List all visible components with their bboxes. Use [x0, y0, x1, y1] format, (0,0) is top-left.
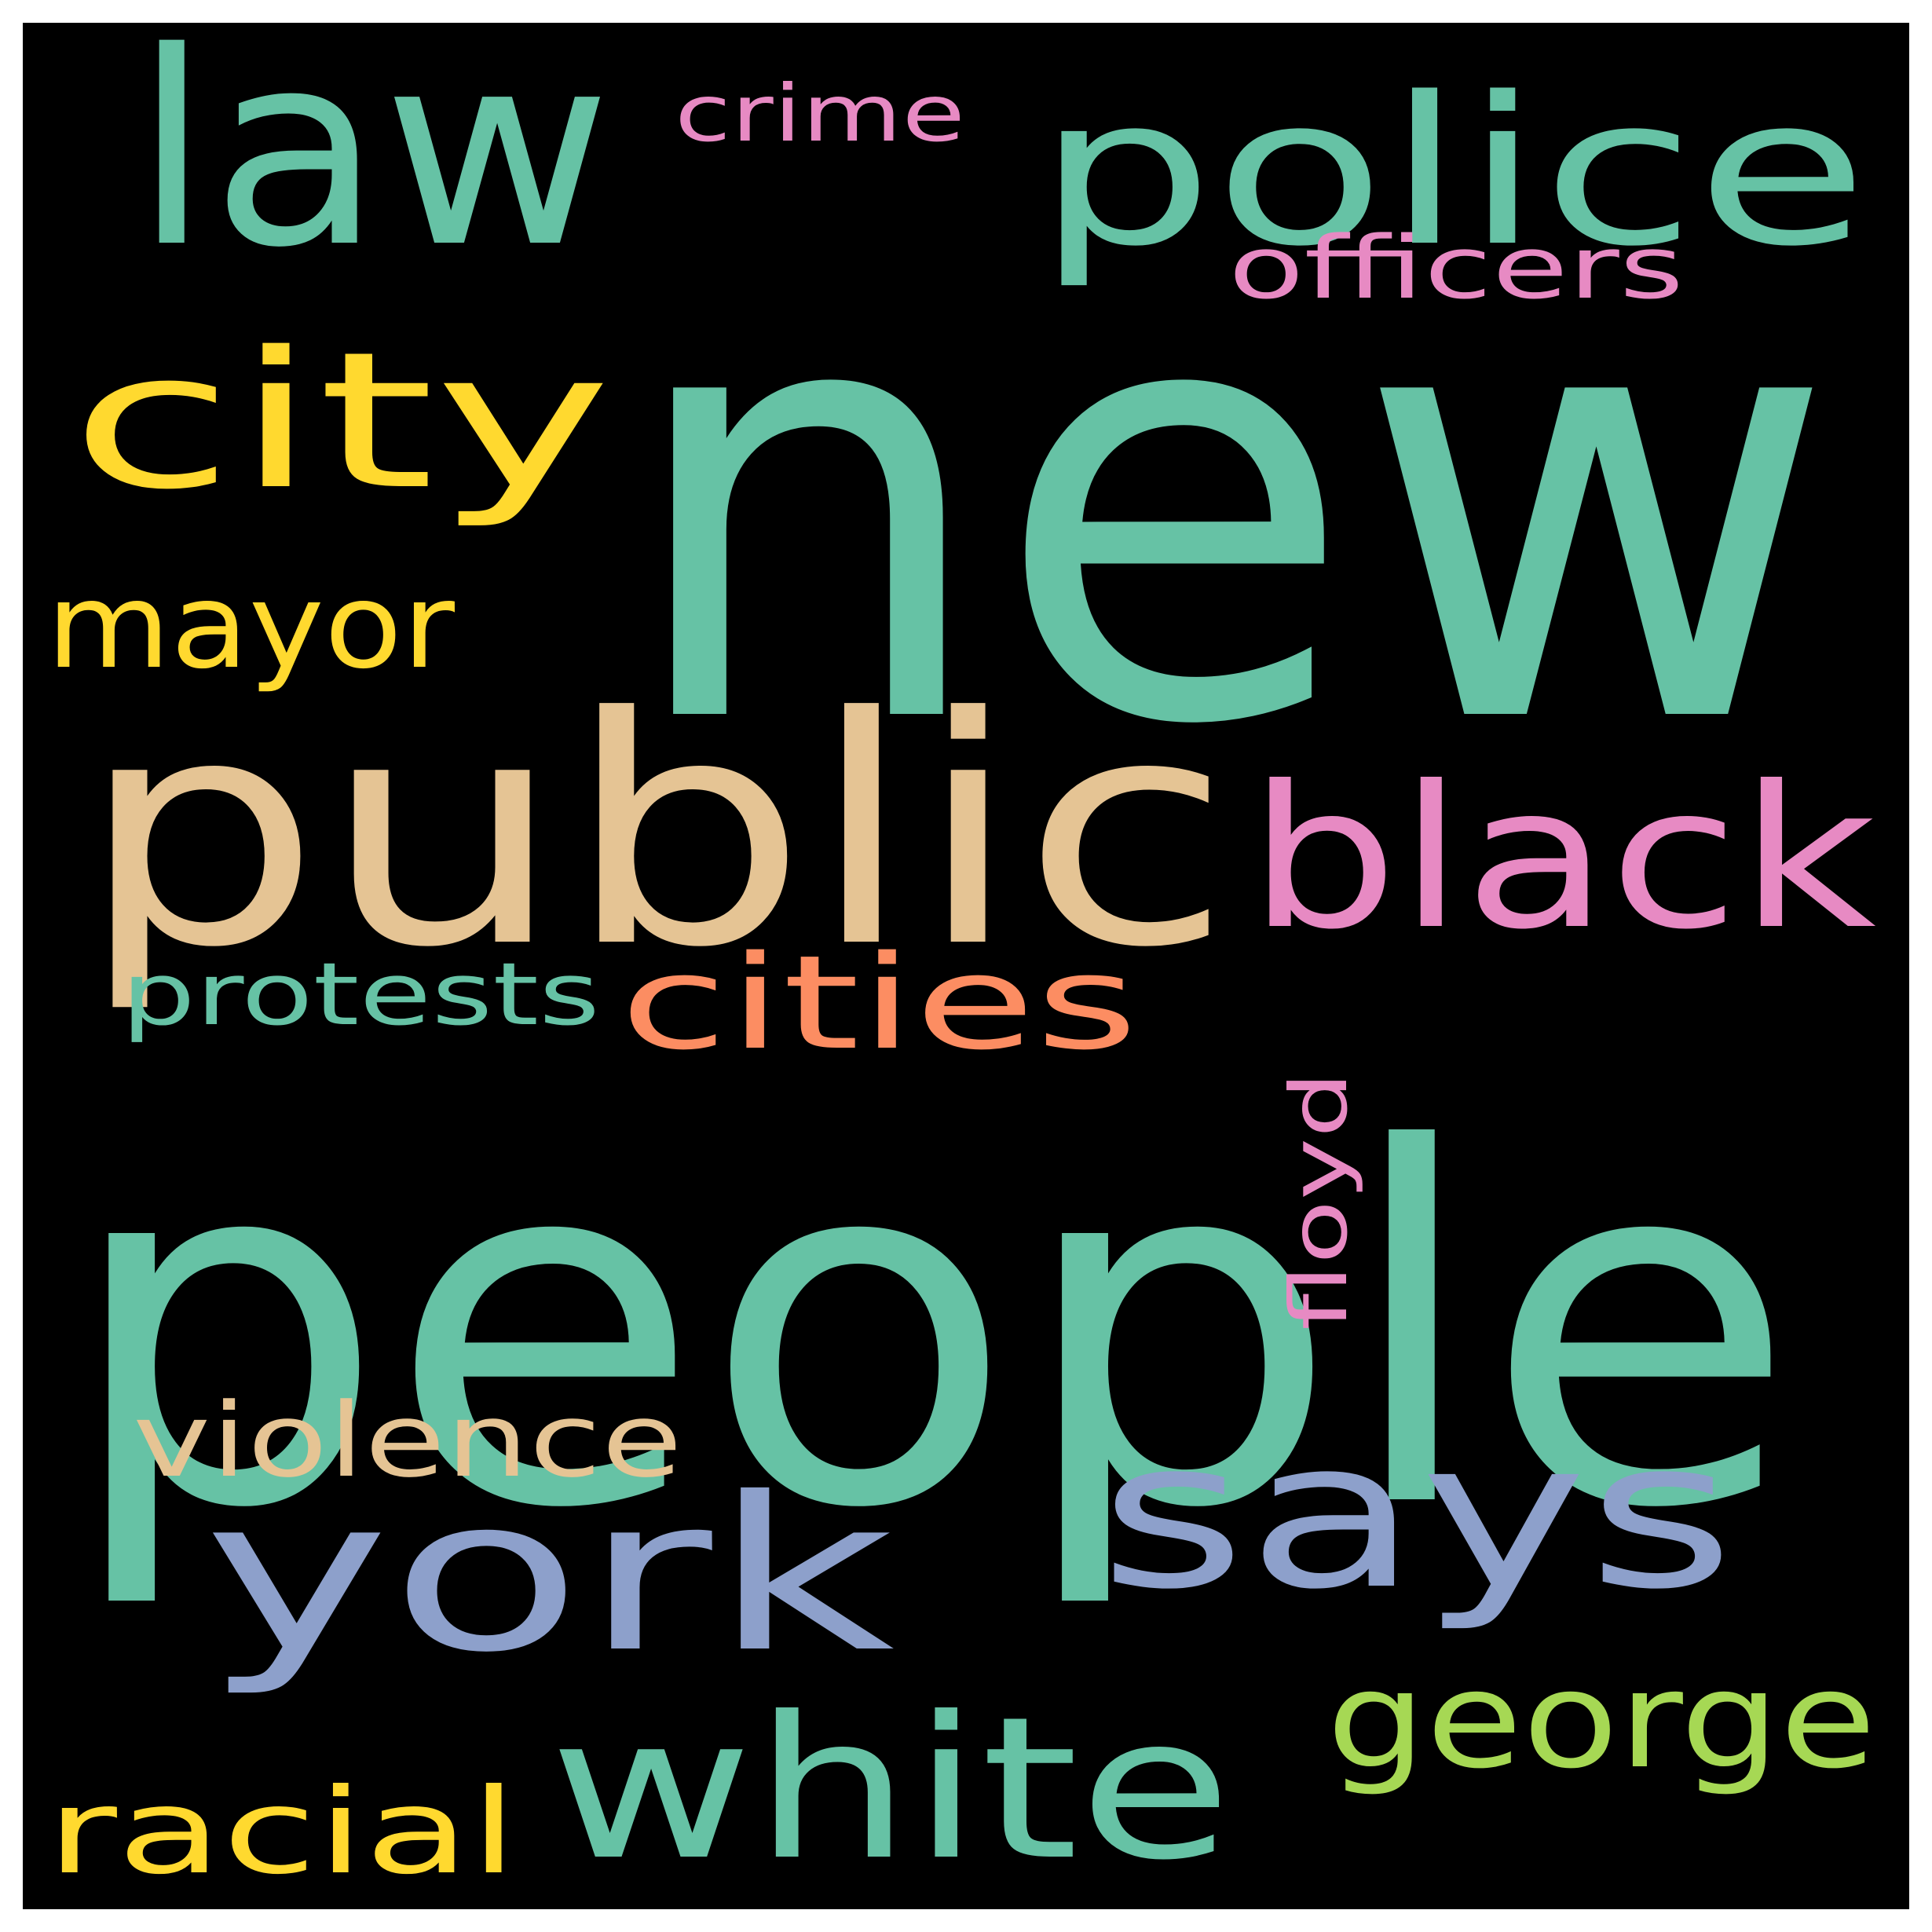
word-officers: officers: [1228, 218, 1684, 318]
word-cloud: new people public police law city york s…: [23, 23, 1909, 1909]
word-floyd: floyd: [1273, 1071, 1365, 1330]
word-law: law: [133, 23, 612, 306]
word-cloud-canvas: new people public police law city york s…: [23, 23, 1909, 1909]
word-black: black: [1248, 744, 1876, 972]
word-george: george: [1326, 1643, 1876, 1798]
word-crime: crime: [675, 68, 965, 159]
word-violence: violence: [133, 1381, 682, 1500]
word-white: white: [549, 1674, 1232, 1903]
word-city: city: [70, 311, 612, 531]
word-protests: protests: [121, 944, 600, 1045]
word-racial: racial: [46, 1764, 518, 1901]
word-mayor: mayor: [46, 558, 455, 695]
word-says: says: [1099, 1397, 1735, 1634]
word-cities: cities: [620, 928, 1138, 1078]
